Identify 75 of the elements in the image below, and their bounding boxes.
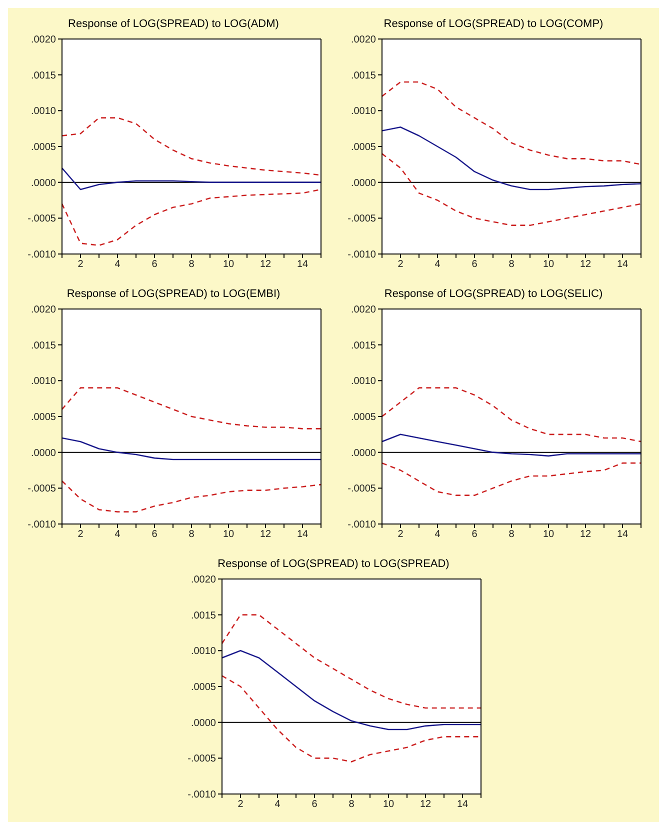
y-tick-label: -.0010 [27,250,56,261]
y-tick-label: -.0005 [27,484,56,495]
x-tick-label: 8 [188,259,194,270]
y-tick-label: -.0005 [187,754,216,765]
x-tick-label: 14 [456,799,468,810]
x-tick-label: 8 [508,529,514,540]
chart-title: Response of LOG(SPREAD) to LOG(COMP) [382,18,604,30]
y-tick-label: -.0005 [347,214,376,225]
y-tick-label: .0005 [30,412,56,424]
x-tick-label: 6 [471,529,478,540]
x-tick-label: 12 [259,529,271,540]
y-tick-label: .0000 [350,448,376,459]
x-tick-label: 2 [397,259,404,270]
y-tick-label: .0015 [350,340,376,352]
x-tick-label: 14 [296,529,308,540]
x-tick-label: 4 [434,259,440,270]
y-tick-label: .0000 [30,178,56,189]
x-tick-label: 2 [77,529,84,540]
x-tick-label: 10 [382,799,394,810]
x-tick-label: 12 [579,529,591,540]
x-tick-label: 12 [259,259,271,270]
y-tick-label: -.0010 [347,250,376,261]
chart-title: Response of LOG(SPREAD) to LOG(SELIC) [383,288,604,300]
y-tick-label: .0020 [350,34,376,46]
y-tick-label: .0015 [30,340,56,352]
x-tick-label: 6 [151,259,158,270]
x-tick-label: 8 [348,799,354,810]
y-tick-label: .0010 [190,646,216,658]
x-tick-label: 4 [114,259,120,270]
y-tick-label: -.0005 [27,214,56,225]
y-tick-label: .0000 [350,178,376,189]
x-tick-label: 14 [616,259,628,270]
y-tick-label: .0015 [350,70,376,82]
chart-title: Response of LOG(SPREAD) to LOG(EMBI) [66,288,282,300]
y-tick-label: .0005 [30,142,56,154]
chart-title: Response of LOG(SPREAD) to LOG(SPREAD) [216,558,450,570]
y-tick-label: .0005 [350,142,376,154]
y-tick-label: .0010 [30,376,56,388]
x-tick-label: 2 [77,259,84,270]
y-tick-label: .0005 [350,412,376,424]
y-tick-label: -.0010 [187,790,216,801]
y-tick-label: .0020 [30,304,56,316]
y-tick-label: .0010 [350,106,376,118]
y-tick-label: .0005 [190,682,216,694]
x-tick-label: 4 [434,529,440,540]
y-tick-label: -.0010 [27,520,56,531]
x-tick-label: 6 [471,259,478,270]
y-tick-label: .0010 [30,106,56,118]
y-tick-label: .0010 [350,376,376,388]
y-tick-label: .0000 [30,448,56,459]
x-tick-label: 12 [419,799,431,810]
x-tick-label: 8 [188,529,194,540]
x-tick-label: 10 [542,529,554,540]
y-tick-label: .0015 [30,70,56,82]
y-tick-label: .0020 [350,304,376,316]
y-tick-label: .0020 [30,34,56,46]
x-tick-label: 14 [296,259,308,270]
x-tick-label: 4 [114,529,120,540]
y-tick-label: .0015 [190,610,216,622]
x-tick-label: 10 [222,259,234,270]
chart-title: Response of LOG(SPREAD) to LOG(ADM) [67,18,280,30]
y-tick-label: -.0005 [347,484,376,495]
y-tick-label: -.0010 [347,520,376,531]
x-tick-label: 2 [397,529,404,540]
y-tick-label: .0000 [190,718,216,729]
y-tick-label: .0020 [190,574,216,586]
x-tick-label: 8 [508,259,514,270]
x-tick-label: 6 [311,799,318,810]
x-tick-label: 4 [274,799,280,810]
x-tick-label: 10 [222,529,234,540]
x-tick-label: 2 [237,799,244,810]
x-tick-label: 12 [579,259,591,270]
x-tick-label: 6 [151,529,158,540]
x-tick-label: 14 [616,529,628,540]
x-tick-label: 10 [542,259,554,270]
